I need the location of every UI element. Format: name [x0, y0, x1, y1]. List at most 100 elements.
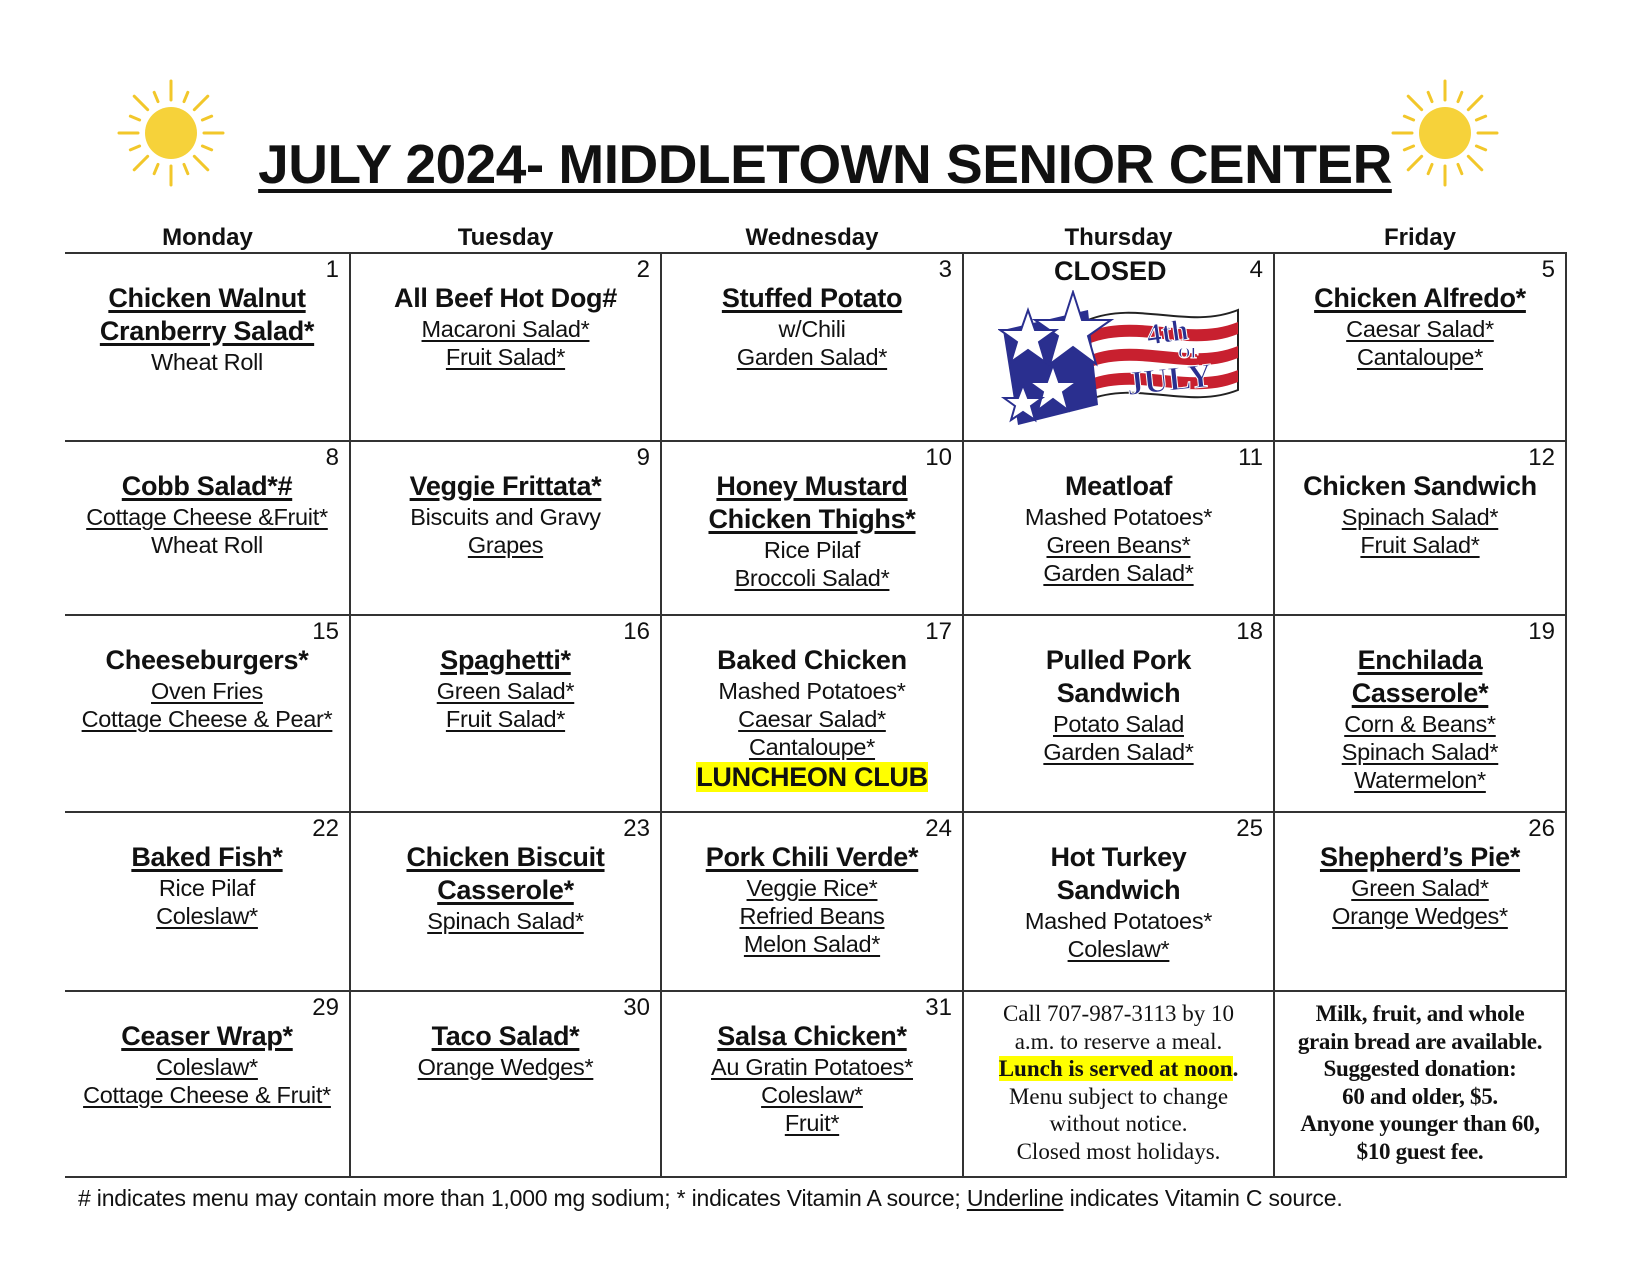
menu-side: Fruit Salad* [1275, 531, 1565, 559]
menu-item-text: Spinach Salad* [1341, 739, 1499, 765]
menu-side: Fruit* [662, 1109, 962, 1137]
menu-item-text: Baked Chicken [717, 645, 907, 675]
weekday-tuesday: Tuesday [457, 224, 554, 251]
menu-entree: Chicken Alfredo* [1275, 282, 1565, 315]
menu-item-text: Biscuits and Gravy [410, 504, 601, 530]
menu-entree: Chicken Sandwich [1275, 470, 1565, 503]
menu-items: Pork Chili Verde* Veggie Rice* Refried Bea… [662, 813, 962, 958]
donation-line: Suggested donation: [1323, 1056, 1517, 1081]
day-cell: 5 Chicken Alfredo* Caesar Salad* Cantaloupe… [1273, 252, 1567, 442]
menu-item-text: Casserole* [437, 875, 574, 905]
day-cell: 23 Chicken Biscuit Casserole* Spinach Salad… [349, 811, 662, 992]
menu-item-text: Green Beans* [1046, 532, 1191, 558]
day-number: 22 [312, 815, 339, 842]
menu-side: Melon Salad* [662, 930, 962, 958]
day-cell: 18 Pulled Pork Sandwich Potato Salad Garden … [962, 614, 1275, 813]
4th-of-july-flag-icon: 4th OF JULY [998, 290, 1239, 425]
menu-items: Hot Turkey Sandwich Mashed Potatoes* Colesl… [964, 813, 1273, 963]
page-title: JULY 2024- MIDDLETOWN SENIOR CENTER [258, 133, 1392, 195]
menu-items: Honey Mustard Chicken Thighs* Rice Pilaf Br… [662, 442, 962, 592]
menu-item-text: Corn & Beans* [1344, 711, 1496, 737]
menu-side: Refried Beans [662, 902, 962, 930]
day-number: 17 [925, 618, 952, 645]
day-cell: 15 Cheeseburgers* Oven Fries Cottage Cheese… [65, 614, 351, 813]
donation-line: $10 guest fee. [1356, 1138, 1484, 1164]
menu-item-text: Broccoli Salad* [734, 565, 890, 591]
menu-item-text: Garden Salad* [1043, 560, 1194, 586]
day-number: 30 [623, 994, 650, 1021]
menu-side: Wheat Roll [65, 531, 349, 559]
menu-item-text: Caesar Salad* [1346, 316, 1494, 342]
menu-item-text: Spinach Salad* [1341, 504, 1499, 530]
menu-item-text: Spaghetti* [440, 645, 571, 675]
day-number: 4 [1249, 256, 1263, 283]
info-line: Menu subject to change [1008, 1083, 1229, 1109]
day-number: 8 [325, 444, 339, 471]
menu-item-text: Taco Salad* [431, 1021, 580, 1051]
menu-item-text: Chicken Walnut [108, 283, 306, 313]
menu-entree: Hot Turkey [964, 841, 1273, 874]
menu-item-text: Sandwich [1056, 678, 1181, 708]
menu-entree: LUNCHEON CLUB [662, 761, 962, 794]
day-number: 31 [925, 994, 952, 1021]
menu-side: Oven Fries [65, 677, 349, 705]
menu-item-text: Macaroni Salad* [421, 316, 590, 342]
menu-item-text: Refried Beans [739, 903, 885, 929]
menu-entree: Shepherd’s Pie* [1275, 841, 1565, 874]
day-cell: 11 Meatloaf Mashed Potatoes* Green Beans* Ga… [962, 440, 1275, 616]
menu-item-text: Mashed Potatoes* [1024, 908, 1213, 934]
day-number: 29 [312, 994, 339, 1021]
menu-item-text: Oven Fries [151, 678, 263, 704]
menu-entree: Baked Fish* [65, 841, 349, 874]
menu-item-text: Fruit Salad* [445, 344, 566, 370]
day-cell: 24 Pork Chili Verde* Veggie Rice* Refried B… [660, 811, 964, 992]
menu-entree: Cheeseburgers* [65, 644, 349, 677]
menu-item-text: Pulled Pork [1045, 645, 1192, 675]
menu-side: Garden Salad* [662, 343, 962, 371]
menu-item-text: Mashed Potatoes* [718, 678, 906, 704]
day-cell: 31 Salsa Chicken* Au Gratin Potatoes* Coles… [660, 990, 964, 1178]
menu-side: Fruit Salad* [351, 343, 660, 371]
menu-side: Coleslaw* [964, 935, 1273, 963]
info-line: Lunch is served at noon. [998, 1056, 1239, 1081]
menu-side: Spinach Salad* [1275, 738, 1565, 766]
day-cell: 19 Enchilada Casserole* Corn & Beans* Spinac… [1273, 614, 1567, 813]
calendar-week: 8 Cobb Salad*# Cottage Cheese &Fruit* Wheat… [65, 440, 1567, 616]
menu-item-text: Orange Wedges* [417, 1054, 594, 1080]
menu-entree: Spaghetti* [351, 644, 660, 677]
menu-item-text: Green Salad* [436, 678, 575, 704]
day-number: 2 [636, 256, 650, 283]
menu-item-text: Coleslaw* [761, 1082, 863, 1108]
calendar-week: 29 Ceaser Wrap* Coleslaw* Cottage Cheese & … [65, 990, 1567, 1178]
menu-item-text: Shepherd’s Pie* [1319, 842, 1521, 872]
menu-side: Cantaloupe* [1275, 343, 1565, 371]
menu-item-text: Chicken Alfredo* [1314, 283, 1526, 313]
menu-side: Coleslaw* [65, 1053, 349, 1081]
calendar-week: 22 Baked Fish* Rice Pilaf Coleslaw* 23 Chicke… [65, 811, 1567, 992]
menu-entree: Enchilada [1275, 644, 1565, 677]
menu-items: Chicken Sandwich Spinach Salad* Fruit Sala… [1275, 442, 1565, 559]
info-line: Closed most holidays. [1016, 1138, 1221, 1164]
menu-item-text: Green Salad* [1351, 875, 1489, 901]
menu-items: Salsa Chicken* Au Gratin Potatoes* Colesla… [662, 992, 962, 1137]
day-number: 12 [1528, 444, 1555, 471]
menu-item-text: Veggie Frittata* [409, 471, 602, 501]
menu-side: Caesar Salad* [1275, 315, 1565, 343]
menu-side: Garden Salad* [964, 738, 1273, 766]
weekday-wednesday: Wednesday [745, 224, 879, 251]
menu-item-text: Veggie Rice* [746, 875, 878, 901]
donation-line: grain bread are available. [1297, 1028, 1543, 1054]
menu-item-text: Fruit Salad* [445, 706, 566, 732]
menu-side: Cantaloupe* [662, 733, 962, 761]
menu-items: Cobb Salad*# Cottage Cheese &Fruit* Wheat … [65, 442, 349, 559]
donation-line: 60 and older, $5. [1342, 1083, 1498, 1109]
menu-side: Orange Wedges* [351, 1053, 660, 1081]
day-number: 1 [325, 256, 339, 283]
menu-item-text: Cheeseburgers* [105, 645, 309, 675]
menu-item-text: Cottage Cheese & Pear* [81, 706, 333, 732]
weekday-thursday: Thursday [1064, 224, 1173, 251]
menu-item-text: Chicken Thighs* [708, 504, 916, 534]
day-number: 11 [1238, 444, 1263, 471]
menu-side: Biscuits and Gravy [351, 503, 660, 531]
menu-item-text: Rice Pilaf [158, 875, 256, 901]
